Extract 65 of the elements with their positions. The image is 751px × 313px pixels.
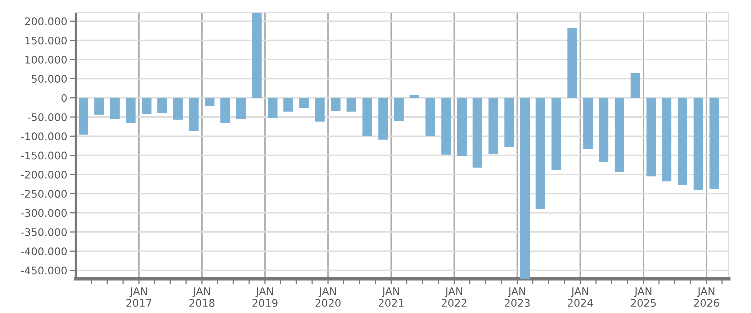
x-tick-label: JAN 2019 (252, 288, 278, 308)
bar (536, 98, 546, 210)
bar (488, 98, 498, 154)
y-tick-label: 50.000 (32, 75, 67, 84)
bar (410, 95, 420, 98)
bar (331, 98, 341, 112)
bar (142, 98, 152, 114)
bar (284, 98, 294, 112)
y-tick-label: -300.000 (21, 209, 67, 218)
x-tick-label: JAN 2026 (694, 288, 720, 308)
y-tick-label: -100.000 (21, 132, 67, 141)
x-tick-label: JAN 2017 (126, 288, 152, 308)
bar (300, 98, 310, 108)
bar (614, 98, 624, 172)
bar (472, 98, 482, 168)
bar (694, 98, 704, 190)
bar (552, 98, 562, 171)
y-tick-label: -450.000 (21, 266, 67, 275)
bar (110, 98, 120, 120)
bar (346, 98, 356, 112)
x-tick-label: JAN 2022 (442, 288, 467, 308)
bar (205, 98, 215, 106)
bar (173, 98, 183, 120)
bar (504, 98, 514, 148)
bar (584, 98, 594, 150)
y-tick-label: -400.000 (21, 248, 67, 256)
bar (220, 98, 230, 124)
x-tick-label: JAN 2025 (631, 288, 656, 308)
bar (394, 98, 404, 122)
bar (710, 98, 720, 190)
bar (268, 98, 278, 118)
x-tick-label: JAN 2023 (505, 288, 530, 308)
y-tick-label: -350.000 (21, 228, 67, 236)
bar (662, 98, 672, 182)
x-tick-label: JAN 2020 (316, 288, 341, 308)
bar (158, 98, 168, 114)
bar (79, 98, 89, 135)
y-tick-label: 100.000 (26, 56, 67, 64)
bar (126, 98, 136, 124)
bar (189, 98, 199, 132)
bar (362, 98, 372, 136)
y-tick-label: -50.000 (28, 113, 67, 122)
bar (599, 98, 609, 162)
bar (630, 73, 640, 98)
bar (442, 98, 452, 155)
bar (568, 28, 578, 98)
x-tick-label: JAN 2024 (568, 288, 594, 308)
y-tick-label: -150.000 (21, 152, 67, 160)
bar (457, 98, 467, 156)
bar (678, 98, 688, 186)
x-tick-label: JAN 2018 (190, 288, 215, 308)
y-tick-label: 0 (62, 94, 67, 102)
y-tick-label: 200.000 (25, 18, 67, 26)
x-tick-label: JAN 2021 (378, 288, 404, 308)
bar (646, 98, 656, 177)
bar (520, 98, 530, 279)
y-tick-label: -250.000 (21, 190, 67, 198)
y-tick-label: 150.000 (26, 36, 67, 45)
bar (378, 98, 388, 140)
bar (315, 98, 325, 122)
bar (426, 98, 436, 136)
bar (252, 13, 262, 98)
bar (94, 98, 104, 115)
y-tick-label: -200.000 (21, 170, 67, 179)
bar (236, 98, 246, 120)
